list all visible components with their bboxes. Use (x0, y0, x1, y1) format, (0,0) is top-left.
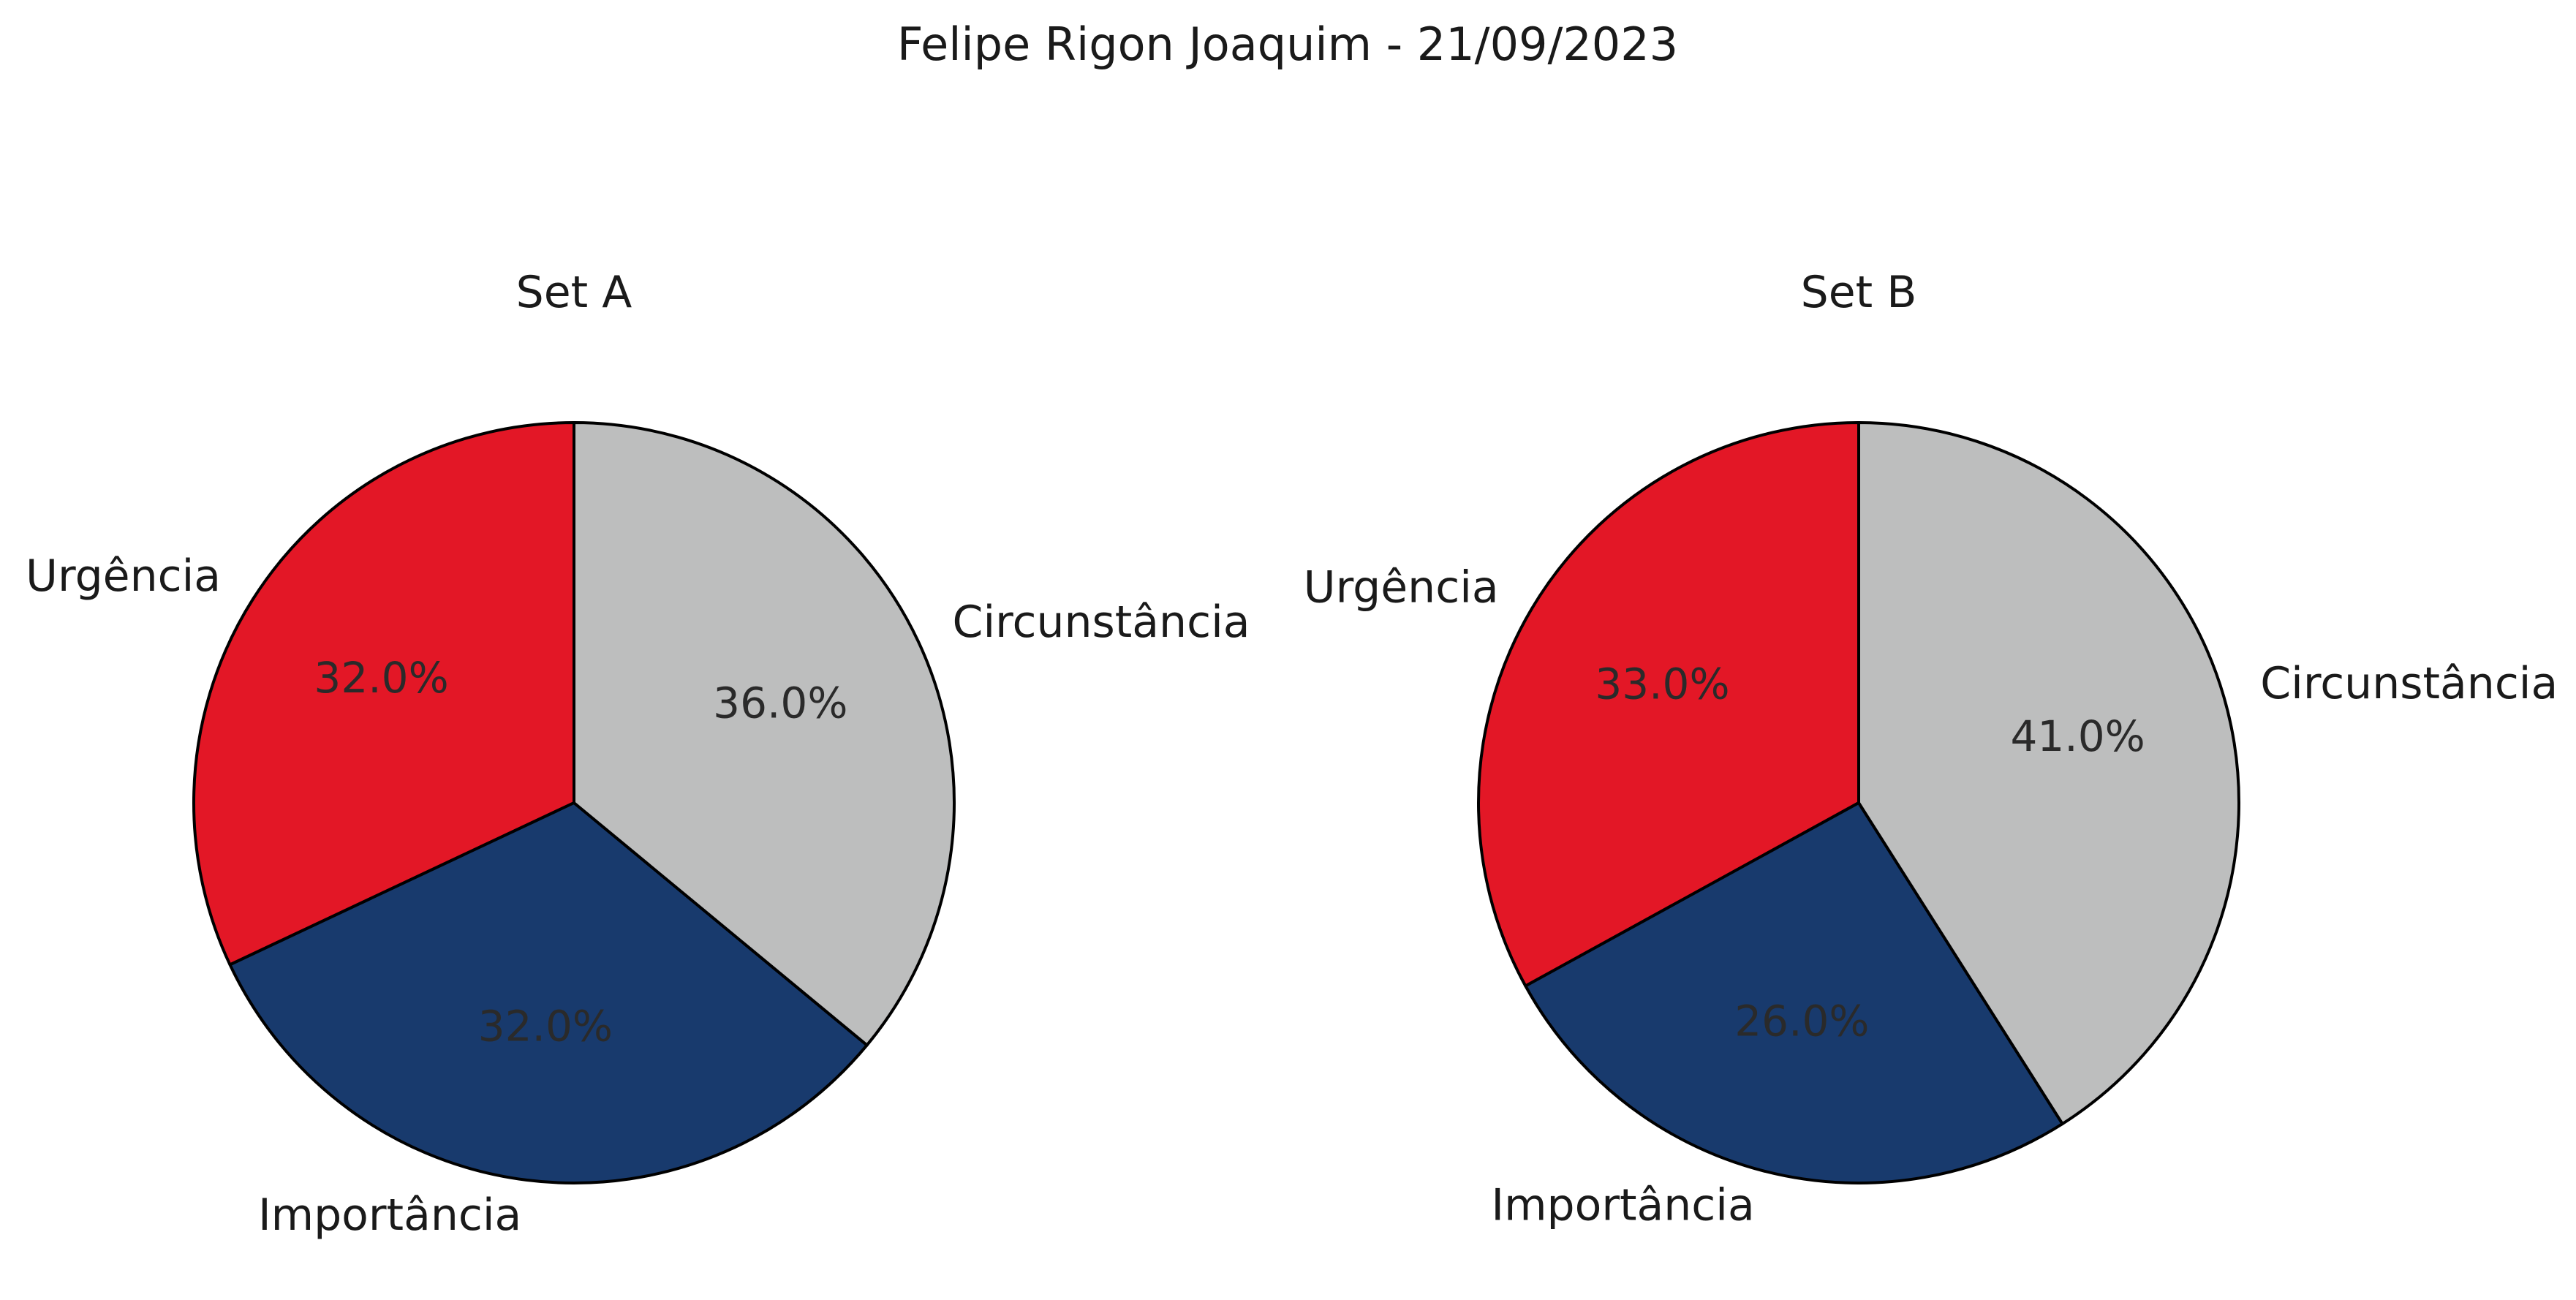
percent-label-set-b-importancia: 26.0% (1734, 996, 1869, 1046)
category-label-set-b-urgencia: Urgência (1304, 562, 1499, 613)
pie-slice-set-b-urgencia (1477, 421, 1860, 988)
pie-chart-set-b: Set B Urgência 33.0% Importância 26.0% Circu… (1304, 267, 2558, 1231)
category-label-set-a-circunstancia: Circunstância (953, 597, 1250, 648)
percent-label-set-b-urgencia: 33.0% (1595, 659, 1729, 708)
category-label-set-a-urgencia: Urgência (26, 551, 221, 602)
figure-title: Felipe Rigon Joaquim - 21/09/2023 (897, 18, 1678, 71)
pie-slice-set-a-urgencia (192, 421, 575, 967)
pie-slice-set-a-circunstancia (573, 421, 956, 1047)
pie-slice-set-a-importancia (228, 801, 869, 1184)
percent-label-set-a-circunstancia: 36.0% (713, 678, 847, 728)
percent-label-set-b-circunstancia: 41.0% (2010, 711, 2145, 761)
category-label-set-b-circunstancia: Circunstância (2260, 658, 2558, 709)
category-label-set-b-importancia: Importância (1491, 1180, 1754, 1231)
pie-slice-set-b-importancia (1524, 801, 2064, 1184)
percent-label-set-a-importancia: 32.0% (478, 1002, 613, 1051)
percent-label-set-a-urgencia: 32.0% (314, 653, 448, 703)
chart-title-set-b: Set B (1801, 267, 1917, 318)
pie-chart-set-a: Set A Urgência 32.0% Importância 32.0% Circu… (26, 267, 1250, 1241)
pie-slice-set-b-circunstancia (1857, 421, 2240, 1126)
chart-title-set-a: Set A (516, 267, 632, 318)
category-label-set-a-importancia: Importância (258, 1190, 521, 1241)
